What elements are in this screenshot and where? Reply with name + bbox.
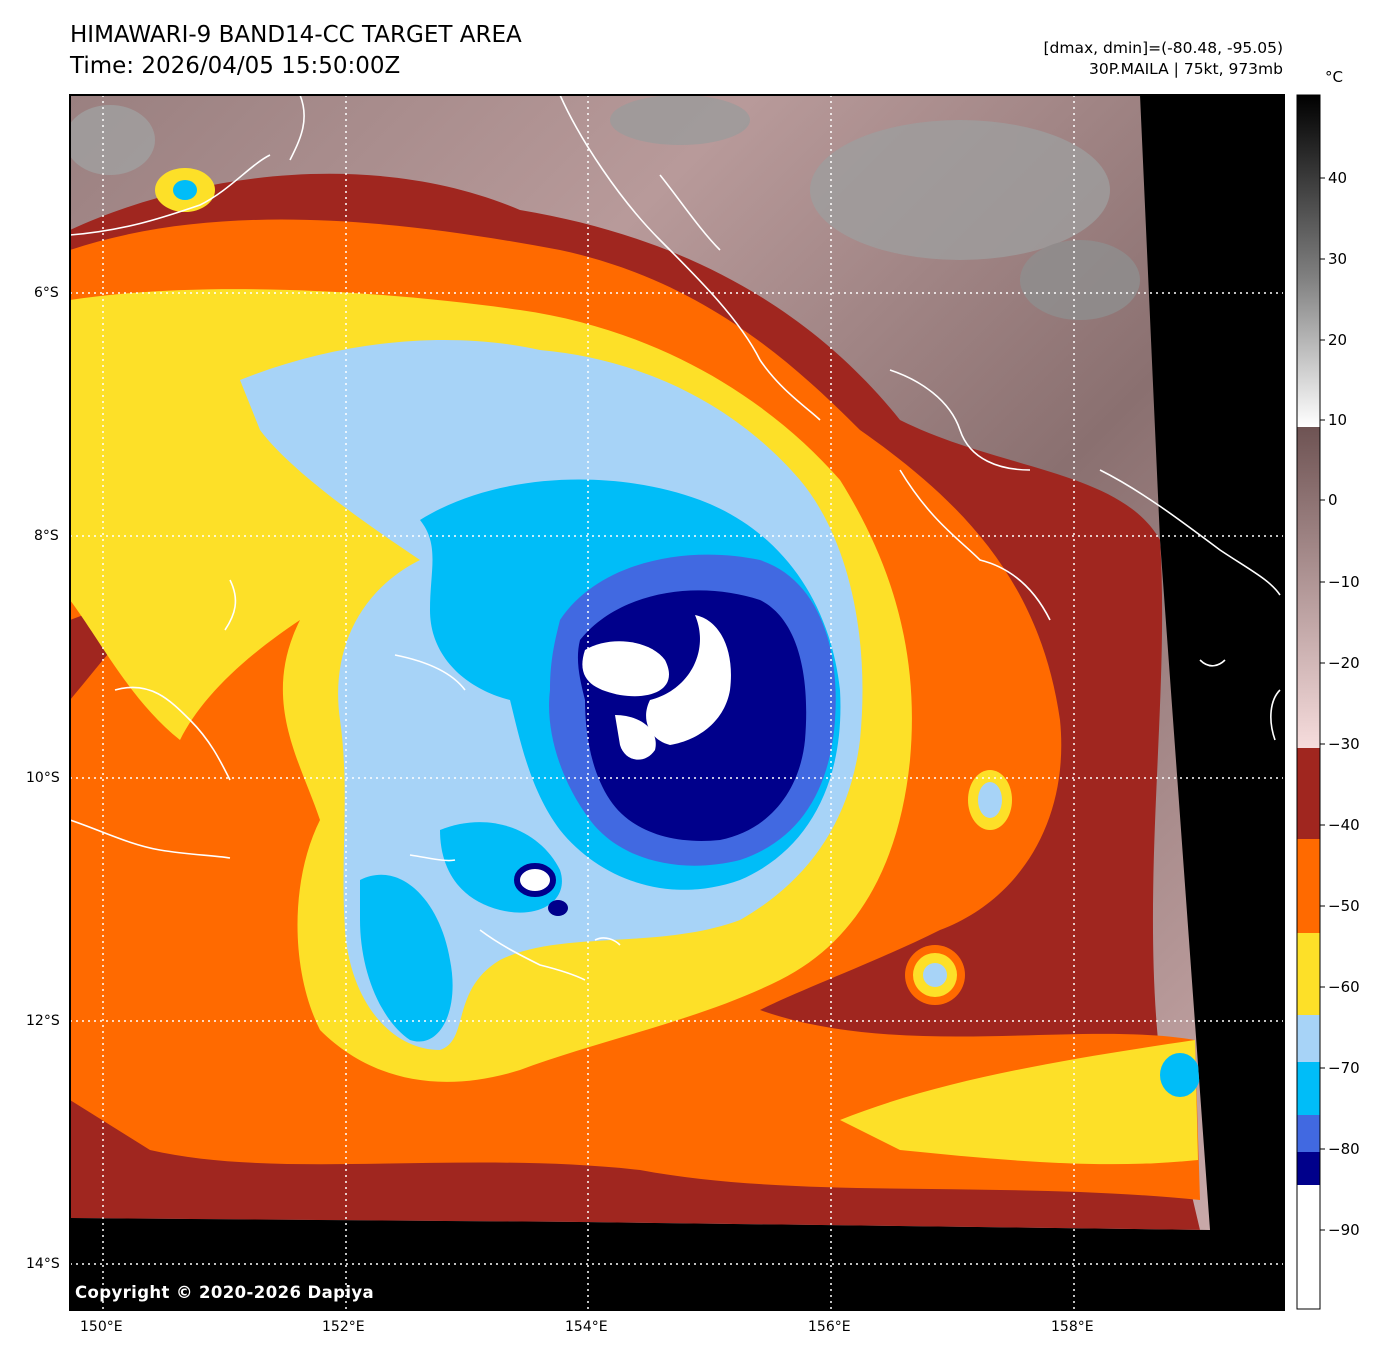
lon-label: 152°E bbox=[322, 1319, 365, 1335]
colorbar-tick: −10 bbox=[1328, 573, 1360, 591]
colorbar-band-30 bbox=[1297, 748, 1320, 839]
colorbar-band-77 bbox=[1297, 1152, 1320, 1185]
cell-nw-blue bbox=[173, 180, 197, 200]
timestamp: Time: 2026/04/05 15:50:00Z bbox=[70, 53, 401, 79]
temperature-range: [dmax, dmin]=(-80.48, -95.05) bbox=[1043, 39, 1284, 57]
colorbar-tick: 40 bbox=[1328, 169, 1348, 187]
band-minus65-sw bbox=[360, 874, 453, 1042]
colorbar-band-40 bbox=[1297, 839, 1320, 933]
colorbar-tick: 0 bbox=[1328, 491, 1338, 509]
colorbar-band-50 bbox=[1297, 933, 1320, 1015]
colorbar-band-60 bbox=[1297, 1015, 1320, 1062]
cell-se bbox=[1160, 1053, 1200, 1097]
colorbar-frame bbox=[1296, 94, 1321, 1310]
band-minus81-b bbox=[646, 615, 731, 745]
storm-info: 30P.MAILA | 75kt, 973mb bbox=[1089, 60, 1283, 78]
copyright-notice: Copyright © 2020-2026 Dapiya bbox=[75, 1283, 375, 1302]
band-minus50-se bbox=[840, 1040, 1198, 1165]
colorbar-band-65 bbox=[1297, 1062, 1320, 1115]
colorbar-tick: −40 bbox=[1328, 816, 1360, 834]
band-minus81 bbox=[582, 641, 669, 697]
colorbar-warm-grey bbox=[1297, 95, 1320, 427]
chart-title: HIMAWARI-9 BAND14-CC TARGET AREA bbox=[70, 22, 522, 48]
colorbar-band-81 bbox=[1297, 1185, 1320, 1309]
lat-label: 10°S bbox=[26, 770, 60, 786]
convective-cell-b bbox=[548, 900, 568, 916]
lon-label: 158°E bbox=[1051, 1319, 1094, 1335]
lat-label: 14°S bbox=[26, 1256, 60, 1272]
lon-label: 154°E bbox=[565, 1319, 608, 1335]
convective-cell bbox=[514, 863, 556, 897]
colorbar-tick: −30 bbox=[1328, 735, 1360, 753]
colorbar-band-72 bbox=[1297, 1115, 1320, 1152]
colorbar-tick: −20 bbox=[1328, 654, 1360, 672]
lon-label: 156°E bbox=[808, 1319, 851, 1335]
graticule bbox=[70, 95, 1284, 1310]
lat-label: 8°S bbox=[34, 528, 59, 544]
cell-ne-blue bbox=[978, 782, 1002, 818]
colorbar-tick: −70 bbox=[1328, 1059, 1360, 1077]
lon-label: 150°E bbox=[80, 1319, 123, 1335]
band-minus81-c bbox=[615, 715, 656, 760]
lat-label: 12°S bbox=[26, 1013, 60, 1029]
colorbar-tick: −50 bbox=[1328, 897, 1360, 915]
colorbar-tick: −80 bbox=[1328, 1140, 1360, 1158]
colorbar-tick: 20 bbox=[1328, 331, 1348, 349]
colorbar-warm-pink bbox=[1297, 427, 1320, 748]
imagery-layer bbox=[70, 95, 1284, 1310]
map-frame bbox=[69, 94, 1285, 1311]
colorbar-unit: °C bbox=[1325, 68, 1343, 86]
cell-e-blue bbox=[923, 963, 947, 987]
lat-label: 6°S bbox=[34, 285, 59, 301]
colorbar-tick: 10 bbox=[1328, 411, 1348, 429]
colorbar-tick: 30 bbox=[1328, 250, 1348, 268]
colorbar-tick: −90 bbox=[1328, 1221, 1360, 1239]
colorbar-tick: −60 bbox=[1328, 978, 1360, 996]
coastlines bbox=[70, 95, 1281, 981]
